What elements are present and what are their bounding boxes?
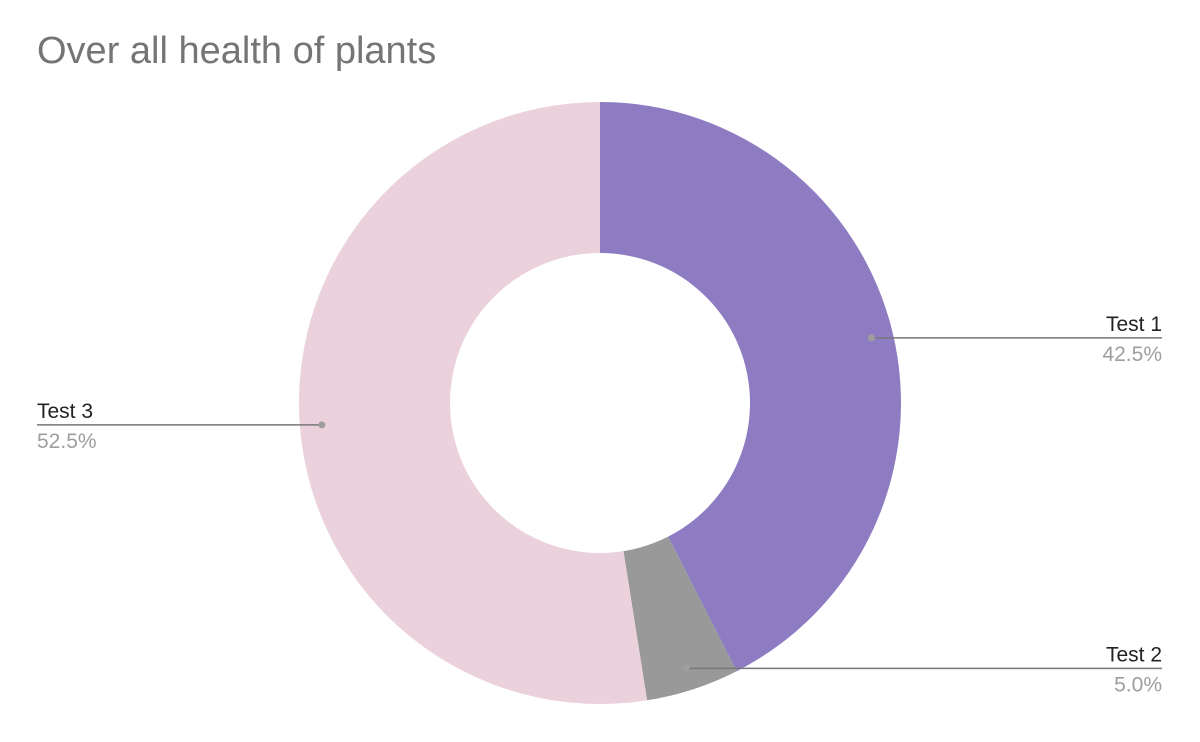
slices-group (299, 102, 902, 704)
slice-value-3: 52.5% (37, 430, 97, 453)
slice-label-1: Test 1 (1106, 313, 1162, 336)
leader-dot-2 (682, 664, 690, 672)
labels-group: Test 1 42.5% Test 2 5.0% Test 3 52.5% (37, 313, 1162, 696)
leader-dot-3 (318, 421, 326, 429)
leader-dot-1 (867, 334, 875, 342)
slice-label-2: Test 2 (1106, 643, 1162, 666)
chart-title: Over all health of plants (37, 30, 437, 72)
slice-test-3 (299, 102, 648, 704)
slice-test-1 (600, 102, 902, 672)
slice-value-1: 42.5% (1102, 343, 1162, 366)
slice-label-3: Test 3 (37, 400, 93, 423)
leader-lines-group (37, 334, 1162, 672)
slice-test-2 (623, 536, 737, 701)
slice-value-2: 5.0% (1114, 673, 1162, 696)
